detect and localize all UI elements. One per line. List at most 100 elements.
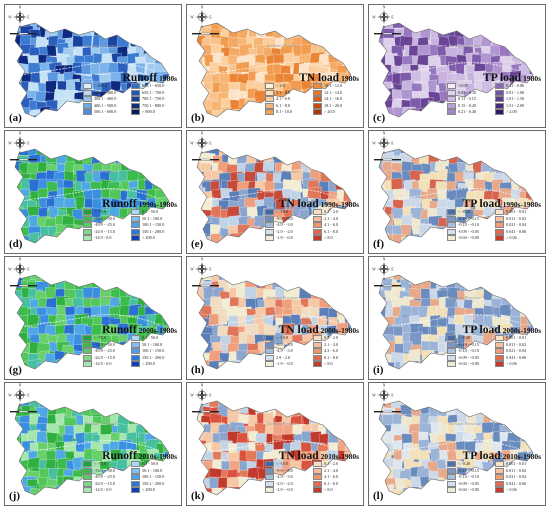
panel-title: Runoff 2000s-1980s bbox=[81, 320, 177, 338]
subbasin-cell bbox=[151, 161, 164, 174]
subbasin-cell bbox=[127, 149, 141, 160]
subbasin-cell bbox=[400, 244, 412, 254]
subbasin-cell bbox=[472, 119, 484, 128]
variable-name: TN load bbox=[278, 324, 319, 336]
legend-swatch bbox=[83, 474, 92, 481]
subbasin-cell bbox=[337, 152, 349, 166]
legend-item: 4.1 - 6.0 bbox=[313, 474, 338, 481]
map-legend: < -0.20 -0.19 - -0.15 -0.14 - -0.10 -0.09 -… bbox=[447, 335, 543, 371]
legend-range-label: > 8.0 bbox=[324, 487, 333, 493]
subbasin-cell bbox=[170, 179, 182, 189]
subbasin-cell bbox=[429, 245, 444, 254]
legend-swatch bbox=[447, 235, 456, 242]
subbasin-cell bbox=[537, 27, 546, 41]
subbasin-cell bbox=[440, 246, 453, 254]
legend-swatch bbox=[131, 96, 140, 103]
subbasin-cell bbox=[379, 200, 384, 212]
svg-text:E: E bbox=[209, 394, 212, 398]
legend-range-label: 0.1 - 50.0 bbox=[142, 209, 159, 214]
subbasin-cell bbox=[108, 401, 120, 411]
subbasin-cell bbox=[437, 149, 449, 159]
subbasin-cell bbox=[171, 372, 182, 380]
legend-item: > 800.0 bbox=[131, 109, 155, 116]
panel-letter: (f) bbox=[373, 238, 384, 250]
legend-swatch bbox=[83, 461, 92, 468]
subbasin-cell bbox=[502, 497, 512, 506]
legend-item: 4.1 - 6.0 bbox=[313, 222, 338, 229]
legend-range-label: 0.041 - 0.06 bbox=[506, 480, 527, 486]
subbasin-cell bbox=[402, 367, 414, 369]
legend-item: 18.1 - 20.0 bbox=[313, 103, 342, 109]
province-label: Sichuan Province bbox=[267, 421, 299, 426]
legend-item: 8.1 - 10.0 bbox=[265, 109, 292, 116]
subbasin-cell bbox=[44, 401, 59, 406]
subbasin-cell bbox=[38, 487, 51, 495]
scale-bar bbox=[374, 410, 401, 413]
subbasin-cell bbox=[245, 349, 261, 363]
svg-text:E: E bbox=[27, 142, 30, 146]
subbasin-cell bbox=[163, 432, 169, 446]
subbasin-cell bbox=[172, 28, 182, 40]
panel-letter: (c) bbox=[373, 112, 386, 124]
basin-boundary bbox=[14, 400, 170, 496]
subbasin-cell bbox=[273, 23, 287, 28]
legend-item: 2.9 - 2.0 bbox=[265, 355, 290, 361]
subbasin-cell bbox=[393, 242, 406, 243]
svg-text:W: W bbox=[8, 394, 12, 398]
period-label: 2000s-1980s bbox=[320, 326, 359, 335]
legend-item: < -0.20 bbox=[447, 461, 471, 468]
subbasin-cell bbox=[300, 149, 315, 156]
map-panel-h: N S W E Sichuan Province (h) TN load 2000s-1980… bbox=[186, 256, 364, 380]
subbasin-cell bbox=[355, 296, 364, 310]
subbasin-cell bbox=[161, 304, 169, 319]
legend-swatch bbox=[313, 487, 322, 494]
legend-item: 0.1 - 2.0 bbox=[313, 461, 338, 468]
subbasin-cell bbox=[161, 401, 169, 409]
subbasin-cell bbox=[127, 406, 139, 417]
subbasin-cell bbox=[509, 47, 522, 58]
subbasin-cell bbox=[379, 289, 386, 304]
legend-swatch bbox=[313, 222, 322, 229]
north-arrow-icon: N S W E bbox=[8, 6, 30, 30]
subbasin-cell bbox=[356, 162, 364, 174]
basin-boundary bbox=[378, 148, 534, 244]
north-arrow-icon: N S W E bbox=[190, 132, 212, 156]
legend-range-label: 2.1 - 4.0 bbox=[324, 467, 338, 473]
legend-swatch bbox=[313, 96, 322, 103]
subbasin-cell bbox=[334, 47, 349, 58]
subbasin-cell bbox=[227, 497, 236, 506]
subbasin-cell bbox=[152, 275, 167, 284]
period-label: 1980s bbox=[341, 74, 359, 83]
legend-swatch bbox=[495, 96, 504, 103]
subbasin-cell bbox=[437, 168, 448, 181]
subbasin-cell bbox=[356, 370, 364, 380]
legend-item: -1.9 - -0.0 bbox=[265, 487, 293, 494]
subbasin-cell bbox=[537, 45, 546, 57]
subbasin-cell bbox=[18, 216, 30, 228]
subbasin-cell bbox=[502, 26, 514, 39]
subbasin-cell bbox=[246, 109, 259, 117]
legend-range-label: > 200.0 bbox=[142, 361, 155, 367]
subbasin-cell bbox=[156, 34, 169, 45]
subbasin-cell bbox=[293, 149, 307, 156]
legend-range-label: 1.51 - 2.00 bbox=[506, 102, 525, 108]
subbasin-cell bbox=[526, 54, 533, 65]
legend-range-label: > 8.0 bbox=[324, 361, 333, 367]
legend-range-label: < -0.20 bbox=[458, 461, 471, 466]
subbasin-cell bbox=[319, 26, 333, 38]
subbasin-cell bbox=[229, 401, 242, 409]
subbasin-cell bbox=[162, 118, 172, 128]
subbasin-cell bbox=[501, 404, 517, 418]
subbasin-cell bbox=[493, 278, 508, 289]
subbasin-cell bbox=[155, 153, 167, 168]
subbasin-cell bbox=[347, 404, 351, 417]
legend-swatch bbox=[131, 361, 140, 368]
subbasin-cell bbox=[221, 245, 235, 254]
legend-item: 0.021 - 0.04 bbox=[495, 348, 526, 355]
subbasin-cell bbox=[537, 144, 546, 158]
subbasin-cell bbox=[164, 189, 169, 200]
subbasin-cell bbox=[172, 408, 182, 418]
legend-range-label: 0.81 - 1.00 bbox=[506, 89, 525, 95]
subbasin-cell bbox=[300, 402, 315, 416]
legend-swatch bbox=[131, 474, 140, 481]
